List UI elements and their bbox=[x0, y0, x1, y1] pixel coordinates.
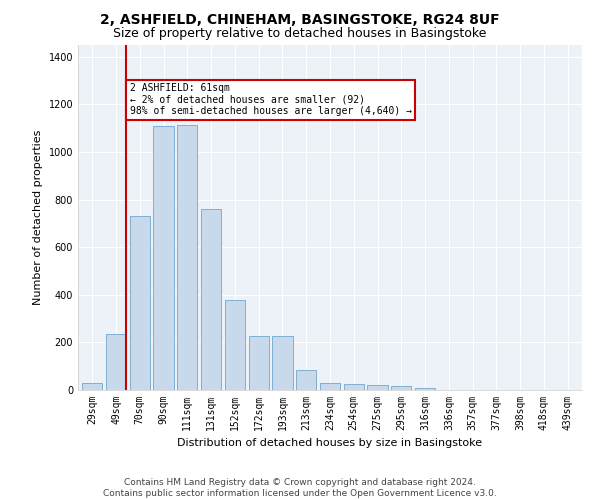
Bar bbox=[320, 383, 340, 390]
Bar bbox=[367, 385, 388, 390]
Text: 2 ASHFIELD: 61sqm
← 2% of detached houses are smaller (92)
98% of semi-detached : 2 ASHFIELD: 61sqm ← 2% of detached house… bbox=[130, 83, 412, 116]
Bar bbox=[344, 384, 364, 390]
Bar bbox=[177, 124, 197, 390]
Bar bbox=[106, 334, 126, 390]
Bar bbox=[415, 388, 435, 390]
Bar bbox=[130, 216, 150, 390]
Y-axis label: Number of detached properties: Number of detached properties bbox=[33, 130, 43, 305]
Bar bbox=[154, 126, 173, 390]
Bar bbox=[201, 209, 221, 390]
Text: 2, ASHFIELD, CHINEHAM, BASINGSTOKE, RG24 8UF: 2, ASHFIELD, CHINEHAM, BASINGSTOKE, RG24… bbox=[100, 12, 500, 26]
Bar bbox=[391, 386, 412, 390]
Text: Contains HM Land Registry data © Crown copyright and database right 2024.
Contai: Contains HM Land Registry data © Crown c… bbox=[103, 478, 497, 498]
Bar bbox=[296, 370, 316, 390]
Bar bbox=[225, 300, 245, 390]
Bar bbox=[272, 336, 293, 390]
Text: Size of property relative to detached houses in Basingstoke: Size of property relative to detached ho… bbox=[113, 28, 487, 40]
Bar bbox=[248, 336, 269, 390]
X-axis label: Distribution of detached houses by size in Basingstoke: Distribution of detached houses by size … bbox=[178, 438, 482, 448]
Bar bbox=[82, 383, 103, 390]
